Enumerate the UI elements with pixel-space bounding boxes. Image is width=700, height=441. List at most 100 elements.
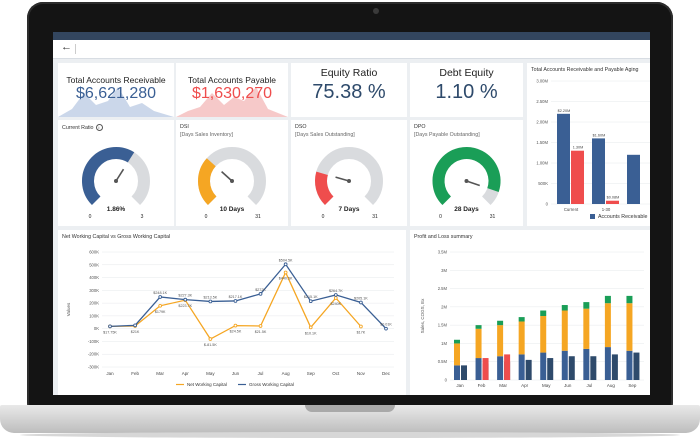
point-data-label: $17.75K [103,330,117,334]
line-point [233,323,238,328]
y-tick-label: 1.50M [536,140,548,145]
dashboard-screen: ← Total Accounts Receivable $6,621,280 T… [53,32,650,395]
pl-stacked-bar-segment [540,316,547,353]
aging-bar [557,113,570,204]
kpi-equity-card[interactable]: Equity Ratio 75.38 % [291,63,407,117]
gauge-dsi-card[interactable]: DSI [Days Sales Inventory] 10 Days 0 31 [176,120,288,226]
pl-stacked-bar-segment [454,343,460,366]
aging-chart: 0 500K 1.00M 1.50M 2.00M 2.50M 3.00M $2.20M 1.30… [536,79,650,212]
aging-chart-card[interactable]: Total Accounts Receivable and Payable Ag… [527,63,650,226]
camera-icon [373,8,379,14]
aging-bar [627,154,640,204]
pl-stacked-bar-segment [626,350,633,380]
gauge-hub [464,179,469,183]
point-data-label: $213.5K [203,295,217,299]
gauge-dpo-card[interactable]: DPO [Days Payable Outstanding] 28 Days 0 3… [410,120,523,226]
gauge-value-label: 28 Days [454,206,479,213]
gauge-needle [221,171,233,182]
nav-bar: ← [53,40,650,59]
point-data-label: $272K [255,288,266,292]
x-tick-label: Jul [258,371,264,376]
gauge-dsi-title: DSI [180,124,189,130]
pl-stacked-bar-segment [583,348,590,380]
point-data-label: $248.1K [153,291,167,295]
legend-label: Net Working Capital [187,382,227,387]
y-tick-label: 3M [441,268,447,273]
app-header [53,32,650,40]
gauge-dso: 7 Days 0 31 [315,147,383,220]
line-point [158,303,163,308]
point-data-label: $205.1K [354,296,368,300]
kpi-receivable-title: Total Accounts Receivable [66,75,166,85]
y-tick-label: 600K [89,250,99,255]
aging-bar [606,200,619,204]
gauge-dso-subtitle: [Days Sales Outstanding] [295,132,355,138]
y-axis-label: Sales, COGS, Ex [420,298,425,334]
pl-stacked-bar-segment [561,310,568,351]
gauge-current-ratio-title: Current Ratio i [62,124,103,131]
kpi-equity-title: Equity Ratio [320,67,378,79]
kpi-payable-card[interactable]: Total Accounts Payable $1,630,270 [176,63,288,117]
y-tick-label: 1.00M [536,161,548,166]
back-arrow-icon[interactable]: ← [61,41,72,53]
pl-chart: 0 0.5M 1M 1.5M 2M 2.5M 3M 3.5M Sales, COGS, Ex Ja… [420,250,644,388]
point-data-label: $-81.5K [204,343,217,347]
x-tick-label: Sep [628,383,637,388]
x-tick-label: Apr [521,383,529,388]
pl-stacked-bar-segment [475,328,482,359]
nwc-chart-card[interactable]: Net Working Capital vs Gross Working Cap… [58,230,406,395]
pl-expense-bar [590,356,597,380]
point-data-label: $223.7K [178,304,192,308]
kpi-payable-value: $1,630,270 [191,85,273,102]
point-data-label: $264.7K [329,289,343,293]
gauge-min-label: 0 [89,214,92,220]
pl-stacked-bar-segment [497,356,504,380]
x-tick-label: Mar [156,371,164,376]
pl-stacked-bar-segment [497,320,504,326]
line-point [233,299,238,303]
line-point [359,300,363,305]
x-tick-label: Jun [564,383,572,388]
point-data-label: $217.1K [229,295,243,299]
y-tick-label: 300K [89,288,99,293]
gauge-value-label: 7 Days [339,206,360,213]
y-tick-label: -200K [88,352,99,357]
pl-expense-bar [633,352,640,380]
line-point [283,262,288,267]
point-data-label: $215.1K [304,295,318,299]
aging-bar [592,138,605,204]
kpi-debt-title: Debt Equity [439,67,494,79]
gauge-dso-card[interactable]: DSO [Days Sales Outstanding] 7 Days 0 31 [291,120,407,226]
line-point [308,325,313,330]
point-data-label: $10.1K [305,331,317,335]
payable-area-decoration [176,87,288,117]
line-point [158,295,163,299]
x-tick-label: Mar [499,383,507,388]
nwc-chart-title: Net Working Capital vs Gross Working Cap… [62,234,171,240]
y-tick-label: 2.50M [536,99,548,104]
line-point [208,337,213,341]
gauge-min-label: 0 [322,214,325,220]
pl-red-bar [482,358,489,380]
gauge-current-ratio-card[interactable]: Current Ratio i 1.86% 0 3 [58,120,174,226]
line-point [133,323,137,328]
point-data-label: $440.5K [279,276,293,280]
gauge-hub [347,179,351,183]
gauge-dpo-title: DPO [414,124,426,130]
y-tick-label: 1M [441,341,447,346]
line-point [258,324,263,328]
aging-chart-title: Total Accounts Receivable and Payable Ag… [531,67,639,73]
pl-expense-bar [461,365,467,380]
y-tick-label: 0 [445,378,448,383]
info-icon[interactable]: i [95,124,103,131]
line-point [258,292,263,296]
gauge-hub [114,179,118,183]
pl-stacked-bar-segment [604,303,611,348]
kpi-receivable-value: $6,621,280 [75,85,157,102]
pl-chart-card[interactable]: Profit and Loss summary 0 0.5M 1M 1.5M 2M 2.5… [410,230,650,395]
kpi-receivable-card[interactable]: Total Accounts Receivable $6,621,280 [58,63,174,117]
gross-working-capital-line [109,263,387,330]
kpi-debt-card[interactable]: Debt Equity 1.10 % [410,63,523,117]
pl-stacked-bar-segment [454,365,460,380]
